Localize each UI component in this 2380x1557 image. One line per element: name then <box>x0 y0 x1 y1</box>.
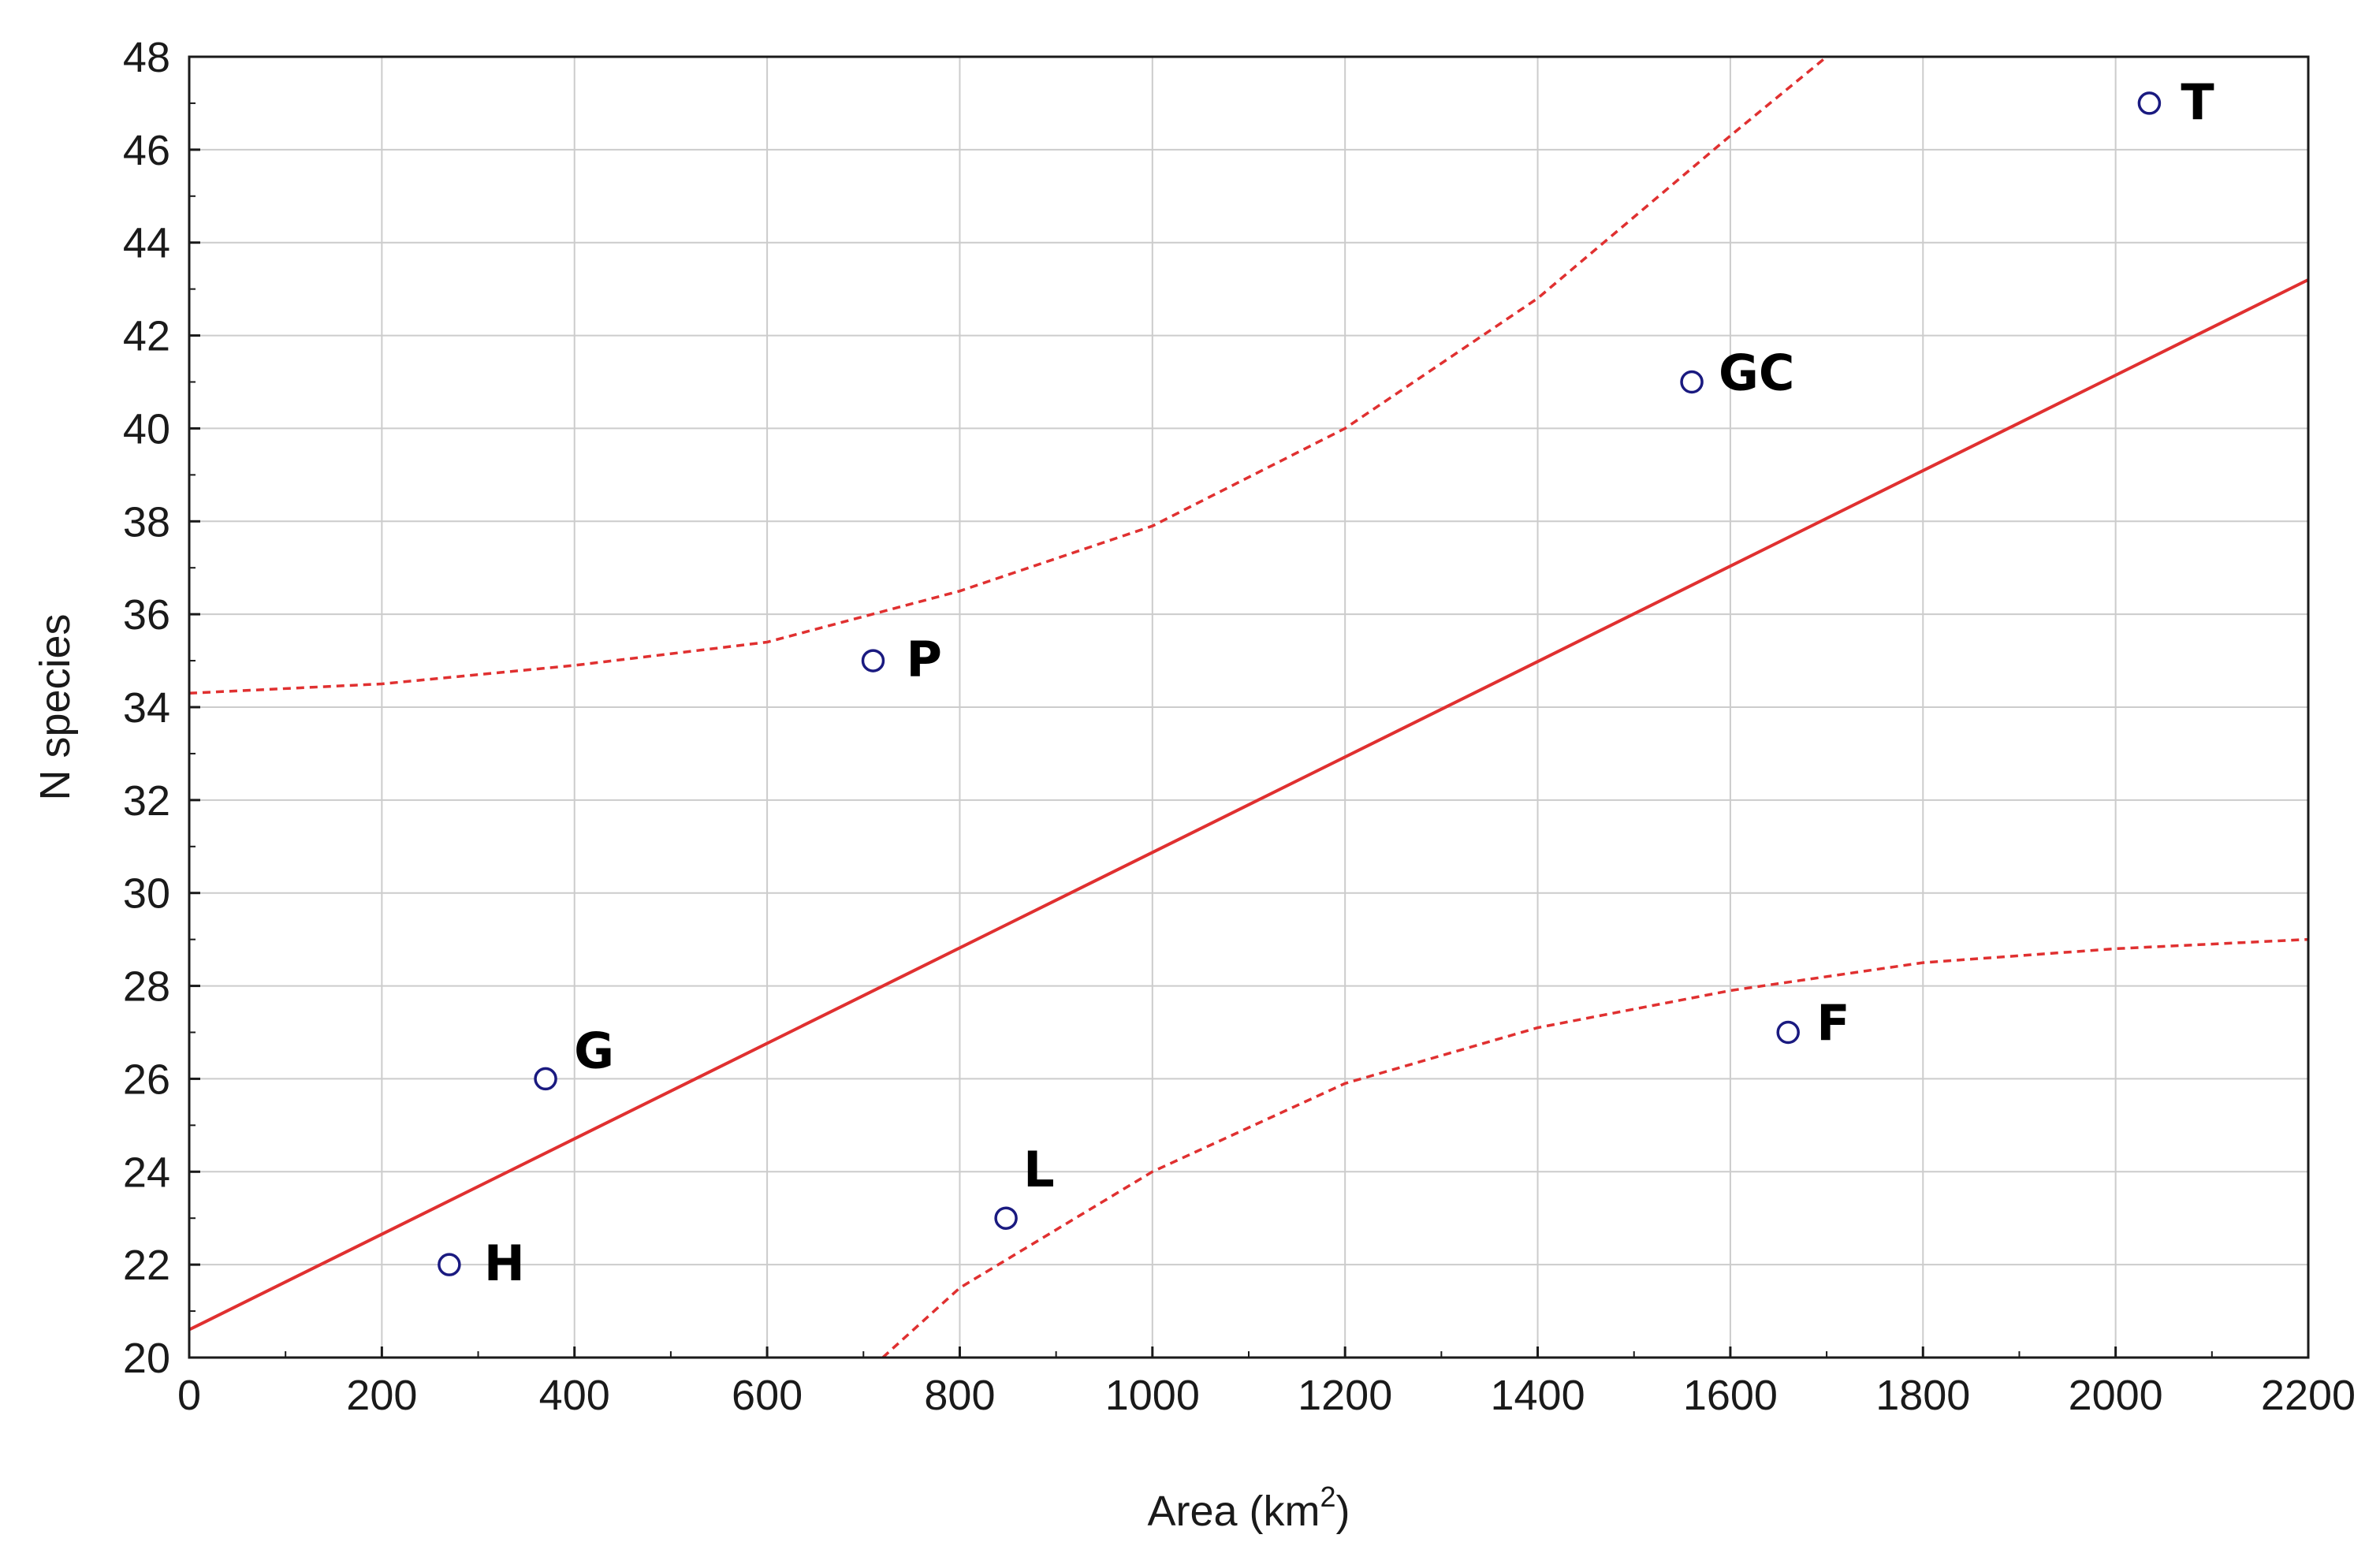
y-tick-label: 38 <box>123 498 170 546</box>
data-point <box>1680 370 1704 394</box>
x-tick-label: 600 <box>732 1372 803 1419</box>
data-points: H G P L GC F T <box>438 73 2214 1292</box>
data-point <box>438 1253 461 1276</box>
x-axis-title-main: Area (km <box>1147 1488 1320 1535</box>
y-tick-label: 34 <box>123 684 170 732</box>
point-label: T <box>2181 73 2214 131</box>
data-point <box>861 649 885 672</box>
y-tick-label: 46 <box>123 127 170 174</box>
x-tick-label: 800 <box>924 1372 995 1419</box>
y-tick-label: 30 <box>123 870 170 918</box>
point-label: H <box>484 1235 525 1292</box>
confidence-band-lower <box>881 937 2308 1358</box>
point-label: GC <box>1719 345 1794 402</box>
point-label: F <box>1816 995 1849 1052</box>
data-point <box>994 1206 1018 1230</box>
y-tick-label: 44 <box>123 220 170 267</box>
x-axis-title-superscript: 2 <box>1320 1481 1336 1513</box>
x-tick-label: 1600 <box>1683 1372 1778 1419</box>
data-point <box>534 1067 557 1091</box>
regression-line <box>188 278 2309 1332</box>
regression-line-layer <box>188 278 2309 1332</box>
y-tick-label: 42 <box>123 313 170 360</box>
y-tick-label: 22 <box>123 1242 170 1289</box>
x-tick-label: 400 <box>539 1372 610 1419</box>
y-tick-label: 32 <box>123 777 170 825</box>
x-axis-title-close: ) <box>1336 1488 1350 1535</box>
x-tick-label: 200 <box>346 1372 417 1419</box>
x-axis-title: Area (km2) <box>1147 1481 1350 1535</box>
y-tick-label: 36 <box>123 591 170 639</box>
y-axis-ticks: 20 22 24 26 28 30 32 34 36 38 40 42 44 46 48 <box>123 34 200 1382</box>
x-tick-label: 1400 <box>1490 1372 1585 1419</box>
x-tick-label: 2200 <box>2261 1372 2356 1419</box>
point-label: L <box>1023 1141 1055 1198</box>
x-tick-label: 1000 <box>1105 1372 1200 1419</box>
y-tick-label: 24 <box>123 1149 170 1196</box>
y-tick-label: 28 <box>123 963 170 1011</box>
point-label: G <box>574 1022 614 1079</box>
y-tick-label: 48 <box>123 34 170 81</box>
y-tick-label: 20 <box>123 1335 170 1382</box>
confidence-band-upper <box>189 57 1828 695</box>
y-tick-label: 40 <box>123 405 170 453</box>
y-tick-label: 26 <box>123 1056 170 1103</box>
confidence-bands <box>189 57 2308 1358</box>
y-axis-title: N species <box>32 613 79 800</box>
x-axis-ticks: 0 200 400 600 800 1000 1200 1400 1600 1800 2000 220… <box>177 1347 2356 1419</box>
x-tick-label: 1800 <box>1875 1372 1970 1419</box>
grid <box>188 56 2309 1358</box>
data-point <box>1776 1020 1800 1045</box>
x-tick-label: 2000 <box>2069 1372 2163 1419</box>
x-tick-label: 1200 <box>1298 1372 1392 1419</box>
point-label: P <box>906 631 941 688</box>
data-point <box>2137 91 2162 115</box>
x-tick-label: 0 <box>177 1372 201 1419</box>
